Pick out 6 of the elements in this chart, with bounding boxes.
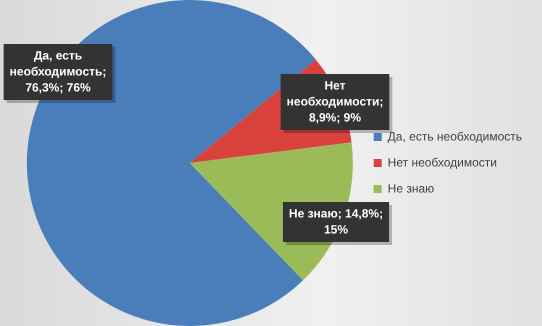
data-label: Нет необходимости; 8,9%; 9% (286, 78, 384, 124)
legend-label: Не знаю (388, 181, 434, 196)
data-label: Не знаю; 14,8%; 15% (288, 206, 384, 236)
legend-label: Нет необходимости (388, 155, 497, 170)
data-label: Да, есть необходимость; 76,3%; 76% (10, 48, 106, 94)
legend-label: Да, есть необходимость (388, 129, 522, 144)
